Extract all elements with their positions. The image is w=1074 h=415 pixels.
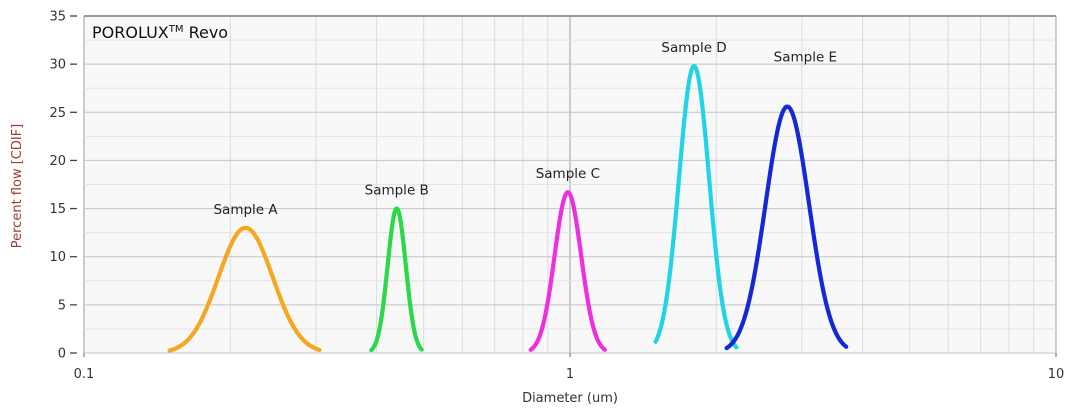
series-line-sample-a [167, 225, 322, 353]
series-label-sample-e: Sample E [774, 49, 837, 65]
series-line-sample-c [528, 190, 608, 352]
series-label-sample-d: Sample D [661, 40, 726, 56]
y-tick-label: 10 [49, 250, 66, 265]
axes: 0 5 10 15 20 25 30 35 0.1 1 10 [49, 10, 1064, 383]
y-tick-label: 20 [49, 154, 66, 169]
x-tick-label: 10 [1048, 367, 1065, 382]
series-labels: Sample A Sample B Sample C Sample D Sample E [213, 40, 837, 218]
series-line-sample-b [369, 206, 424, 353]
y-tick-label: 0 [58, 347, 66, 362]
y-tick-label: 30 [49, 58, 66, 73]
x-tick-label: 0.1 [74, 367, 95, 382]
y-tick-label: 35 [49, 10, 66, 25]
y-tick-label: 5 [58, 298, 66, 313]
series-label-sample-a: Sample A [213, 202, 278, 218]
x-tick-label: 1 [566, 367, 574, 382]
grid [83, 15, 1057, 354]
y-tick-label: 25 [49, 106, 66, 121]
series-line-sample-d [653, 63, 739, 350]
x-axis-title: Diameter (um) [522, 391, 618, 406]
series-group [167, 63, 849, 353]
series-line-sample-e [724, 104, 849, 351]
y-axis-title: Percent flow [CDIF] [10, 124, 25, 249]
y-tick-label: 15 [49, 202, 66, 217]
chart-title-main: POROLUX [92, 23, 169, 42]
chart-title-suffix: Revo [184, 23, 229, 42]
chart-title-superscript: TM [168, 24, 184, 35]
series-label-sample-c: Sample C [536, 166, 600, 182]
chart-title: POROLUXTM Revo [92, 23, 228, 42]
series-label-sample-b: Sample B [365, 183, 429, 199]
